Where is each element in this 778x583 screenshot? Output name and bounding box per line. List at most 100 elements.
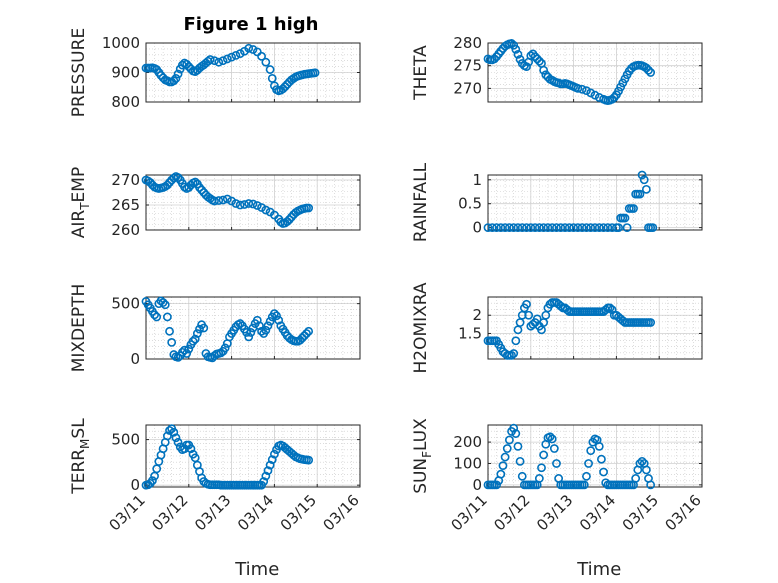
data-point: [635, 459, 645, 468]
data-point: [586, 446, 596, 456]
data-point: [513, 49, 523, 59]
data-point: [210, 56, 219, 66]
data-point: [235, 200, 245, 210]
data-point: [261, 57, 271, 67]
subplot-sun-flux: 0 100 200 03/11 03/12 03/13 03/14 03/15 03/16 SUN…: [411, 418, 705, 580]
data-point: [637, 170, 647, 180]
axes-box: [145, 174, 361, 231]
data-point: [586, 88, 596, 98]
x-tick-label: 03/16: [320, 491, 363, 534]
data-point: [148, 476, 157, 486]
data-point: [173, 352, 183, 362]
data-point: [603, 223, 613, 233]
data-point: [639, 175, 649, 185]
data-series: [141, 172, 314, 228]
y-tick-label: 0: [130, 476, 140, 494]
x-tick-label: 03/11: [448, 491, 491, 534]
plot-area: [488, 175, 702, 230]
data-point: [511, 429, 521, 438]
data-point: [549, 444, 559, 453]
data-point: [263, 466, 273, 475]
data-point: [272, 311, 281, 321]
data-point: [524, 310, 534, 320]
data-point: [564, 223, 574, 233]
data-point: [545, 432, 555, 442]
axes-box: [145, 296, 361, 360]
data-point: [590, 90, 600, 100]
data-point: [227, 196, 236, 206]
data-series: [483, 39, 656, 106]
subplot-pressure: 800 900 1000 PRESSURE: [69, 28, 361, 117]
data-point: [244, 199, 254, 208]
data-point: [160, 300, 170, 310]
data-point: [186, 444, 196, 454]
y-tick-label: 0: [130, 350, 140, 368]
data-point: [267, 455, 277, 465]
y-tick-label: 0: [472, 476, 482, 494]
x-tick-label: 03/11: [106, 491, 149, 534]
data-series: [483, 298, 656, 360]
data-point: [599, 223, 608, 233]
data-point: [577, 84, 587, 94]
data-point: [231, 199, 241, 208]
data-point: [582, 471, 591, 481]
data-series: [483, 170, 658, 233]
y-tick-label: 270: [111, 171, 140, 189]
data-point: [274, 315, 284, 325]
data-point: [539, 450, 549, 460]
x-tick-label: 03/15: [619, 491, 662, 534]
x-tick-label: 03/14: [234, 491, 277, 534]
data-point: [629, 204, 638, 213]
y-axis-label: TERRMSL: [69, 418, 92, 495]
data-point: [190, 334, 200, 344]
data-point: [158, 298, 168, 307]
subplot-terr-msl: 0 500 03/11 03/12 03/13 03/14 03/15 03/16 TERRMS…: [69, 418, 363, 580]
data-point: [539, 223, 549, 233]
data-point: [304, 326, 314, 336]
data-point: [522, 299, 531, 309]
data-point: [263, 321, 273, 331]
x-axis-label: Time: [576, 559, 621, 580]
data-point: [195, 324, 204, 334]
y-axis-label: RAINFALL: [411, 162, 431, 242]
x-axis-label: Time: [234, 559, 279, 580]
y-tick-label: 500: [111, 295, 140, 313]
data-point: [280, 82, 290, 92]
y-tick-label: 275: [453, 57, 482, 75]
y-tick-label: 100: [453, 454, 482, 472]
data-point: [590, 223, 600, 233]
data-point: [197, 185, 207, 195]
data-point: [622, 223, 632, 233]
plot-area: [146, 425, 360, 487]
data-point: [162, 431, 172, 441]
y-axis-label: THETA: [411, 45, 431, 101]
data-point: [265, 65, 275, 74]
data-point: [269, 449, 279, 459]
data-point: [582, 223, 591, 233]
data-point: [242, 328, 251, 337]
data-point: [641, 465, 651, 475]
data-point: [517, 223, 527, 233]
data-point: [614, 223, 623, 233]
x-tick-label: 03/13: [533, 491, 576, 534]
data-point: [577, 223, 587, 233]
data-point: [235, 319, 245, 328]
grid: [488, 175, 702, 230]
subplot-h2omixra: 1.52 H2OMIXRA: [411, 282, 703, 374]
data-point: [483, 223, 493, 233]
data-point: [504, 223, 514, 233]
data-series: [141, 43, 320, 96]
data-point: [190, 177, 200, 187]
data-point: [635, 189, 645, 199]
data-point: [490, 54, 499, 64]
data-point: [227, 52, 236, 62]
data-point: [648, 223, 658, 233]
data-point: [552, 459, 561, 468]
data-point: [502, 444, 512, 453]
data-point: [556, 301, 566, 311]
data-point: [265, 316, 275, 326]
y-tick-label: 0.5: [458, 195, 482, 213]
y-tick-label: 2: [472, 306, 482, 324]
data-point: [560, 223, 570, 233]
y-tick-label: 900: [111, 64, 140, 82]
